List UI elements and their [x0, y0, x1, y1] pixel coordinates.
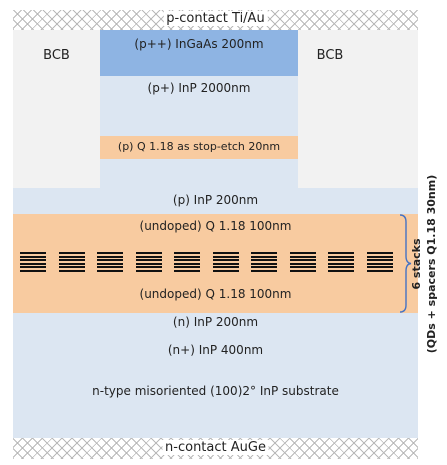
qd-stack-6	[212, 252, 239, 272]
ridge-cladding-label: (p+) InP 2000nm	[147, 81, 251, 95]
qd-stack-9	[328, 252, 354, 272]
bcb-left-label: BCB	[43, 48, 70, 63]
active-region: (undoped) Q 1.18 100nm (undoped) Q 1.18 …	[13, 214, 418, 313]
qd-stack-5	[174, 252, 200, 272]
qd-stack-8	[289, 252, 316, 272]
undoped-top-label: (undoped) Q 1.18 100nm	[139, 219, 292, 233]
stacks-count-label: 6 stacks	[410, 238, 423, 290]
bcb-left: BCB	[13, 30, 100, 188]
qd-stack-7	[251, 252, 277, 272]
n-layers: (n) InP 200nm (n+) InP 400nm n-type miso…	[13, 313, 418, 438]
qd-stack-2	[58, 252, 85, 272]
stop-etch-layer: (p) Q 1.18 as stop-etch 20nm	[100, 136, 298, 159]
n-inp-label: (n) InP 200nm	[172, 315, 259, 329]
p-inp-layer: (p) InP 200nm	[13, 188, 418, 214]
substrate-label: n-type misoriented (100)2° InP substrate	[92, 384, 339, 398]
undoped-bottom-label: (undoped) Q 1.18 100nm	[139, 287, 292, 301]
n-plus-inp-label: (n+) InP 400nm	[167, 343, 264, 357]
p-contact-label: p-contact Ti/Au	[163, 11, 268, 26]
bcb-right-label: BCB	[316, 48, 344, 63]
qd-stack-4	[135, 252, 162, 272]
stacks-detail-label: (QDs + spacers Q1.18 30nm)	[425, 174, 438, 354]
ridge-cap-label: (p++) InGaAs 200nm	[134, 37, 264, 51]
qd-stack-10	[366, 252, 393, 272]
p-inp-label: (p) InP 200nm	[172, 193, 259, 207]
qd-stack-1	[20, 252, 46, 272]
n-contact-label: n-contact AuGe	[162, 440, 269, 455]
qd-stack-3	[97, 252, 123, 272]
n-contact-layer: n-contact AuGe	[13, 438, 418, 459]
qd-stack-row	[13, 252, 418, 272]
bcb-right: BCB	[298, 30, 418, 188]
p-contact-layer: p-contact Ti/Au	[13, 10, 418, 30]
stacks-brace	[399, 214, 412, 313]
ridge-cap-layer: (p++) InGaAs 200nm	[100, 30, 298, 76]
stop-etch-label: (p) Q 1.18 as stop-etch 20nm	[117, 140, 281, 153]
